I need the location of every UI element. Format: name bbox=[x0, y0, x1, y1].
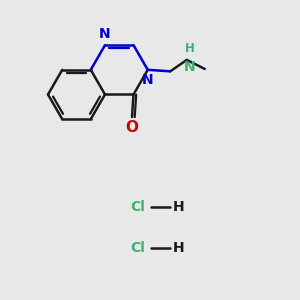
Text: O: O bbox=[125, 120, 139, 135]
Text: Cl: Cl bbox=[130, 200, 146, 214]
Text: N: N bbox=[184, 60, 196, 74]
Text: H: H bbox=[172, 241, 184, 254]
Text: H: H bbox=[185, 42, 195, 55]
Text: H: H bbox=[172, 200, 184, 214]
Text: Cl: Cl bbox=[130, 241, 146, 254]
Text: N: N bbox=[141, 74, 153, 87]
Text: N: N bbox=[99, 27, 111, 41]
